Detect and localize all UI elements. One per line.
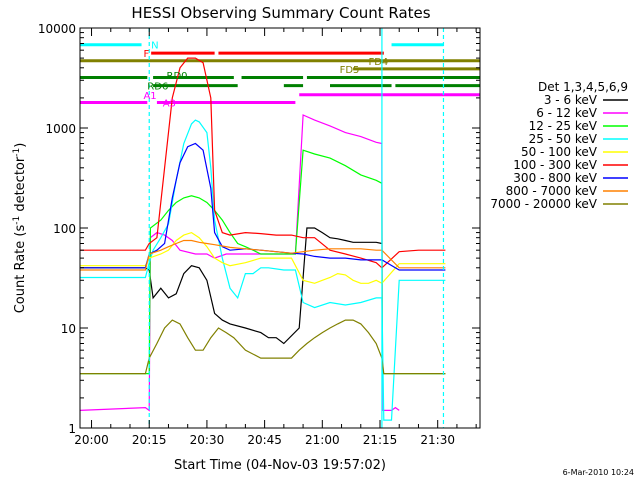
flag-label-rd6: RD6 — [147, 82, 168, 93]
x-tick-label: 20:15 — [132, 433, 167, 447]
flag-label-n: N — [151, 41, 158, 52]
x-tick-label: 20:00 — [74, 433, 109, 447]
legend-entry-label: 7000 - 20000 keV — [490, 197, 597, 211]
legend-entry-label: 3 - 6 keV — [544, 93, 598, 107]
y-tick-label: 100 — [53, 222, 76, 236]
series-line — [80, 114, 400, 412]
series-line — [80, 57, 446, 269]
series-line — [80, 319, 446, 375]
x-axis-label: Start Time (04-Nov-03 19:57:02) — [174, 458, 386, 473]
legend-entry-label: 12 - 25 keV — [529, 119, 598, 133]
legend-entry-label: 6 - 12 keV — [536, 106, 598, 120]
flag-label-a1: A1 — [143, 91, 156, 102]
series-line — [80, 142, 446, 271]
series-line — [80, 231, 446, 285]
x-tick-label: 20:45 — [247, 433, 282, 447]
x-tick-label: 21:30 — [420, 433, 455, 447]
series-line — [80, 227, 383, 345]
x-tick-label: 21:00 — [305, 433, 340, 447]
legend-entry-label: 100 - 300 keV — [513, 158, 597, 172]
flag-label-a3: A3 — [163, 98, 176, 109]
legend-entry-label: 300 - 800 keV — [513, 171, 597, 185]
chart-title: HESSI Observing Summary Count Rates — [131, 4, 430, 22]
x-tick-label: 20:30 — [190, 433, 225, 447]
x-tick-label: 21:15 — [363, 433, 398, 447]
legend-entry-label: 25 - 50 keV — [529, 132, 598, 146]
series-line — [80, 239, 446, 271]
legend-entry-label: 800 - 7000 keV — [506, 184, 598, 198]
flag-label-rd0: RD0 — [167, 71, 188, 82]
legend-entry-label: 50 - 100 keV — [521, 145, 598, 159]
y-tick-label: 10 — [61, 322, 76, 336]
flag-label-fd4: FD4 — [368, 57, 388, 68]
y-axis-label: Count Rate (s-1 detector-1) — [12, 143, 28, 314]
series-line — [80, 149, 446, 375]
y-tick-label: 1000 — [45, 122, 76, 136]
legend-header: Det 1,3,4,5,6,9 — [538, 80, 628, 94]
flag-label-fd5: FD5 — [340, 65, 360, 76]
y-tick-label: 10000 — [38, 22, 76, 36]
y-tick-label: 1 — [68, 422, 76, 436]
datestamp: 6-Mar-2010 10:24 — [563, 468, 634, 477]
flag-label-f: F — [143, 49, 149, 60]
plot-frame — [79, 27, 481, 429]
